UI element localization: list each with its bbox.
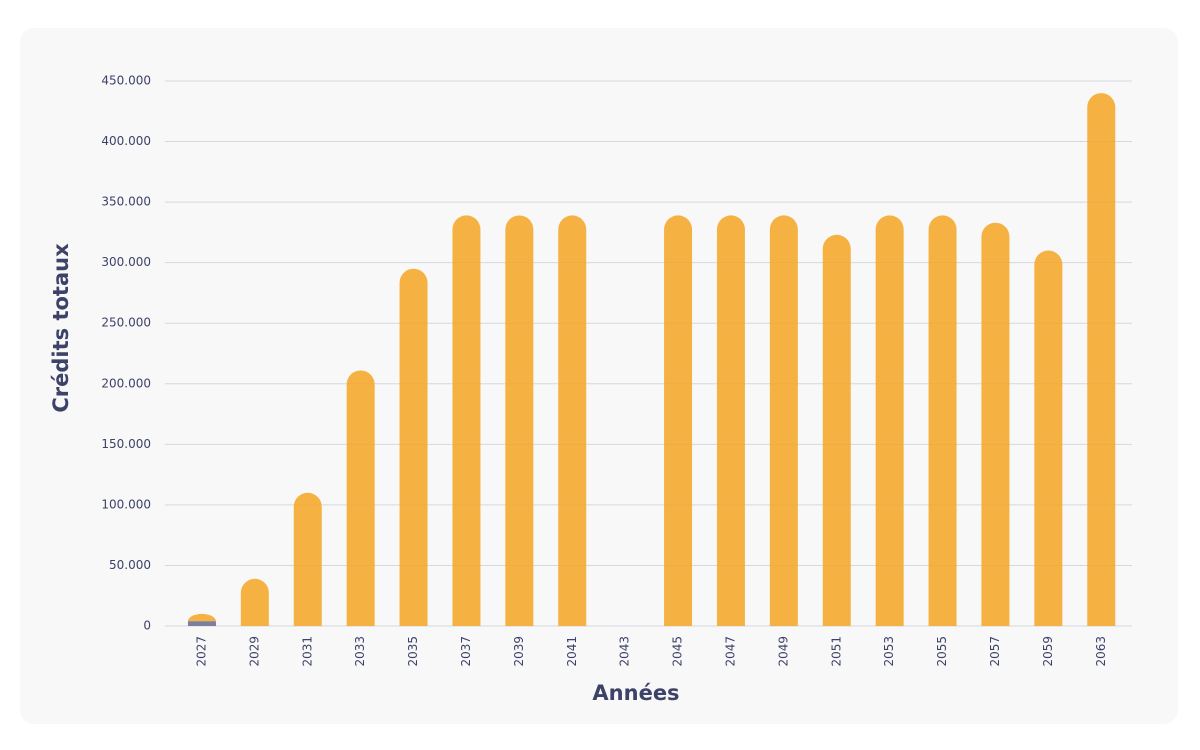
bar	[981, 222, 1010, 626]
bar	[399, 268, 428, 626]
y-tick-label: 0	[143, 619, 151, 633]
x-tick-label: 2029	[247, 636, 261, 667]
x-tick-label: 2047	[723, 636, 737, 667]
bar	[240, 578, 269, 626]
x-tick-label: 2049	[776, 636, 790, 667]
x-tick-label: 2057	[988, 636, 1002, 667]
bar	[452, 215, 481, 626]
y-tick-label: 200.000	[101, 376, 151, 390]
x-tick-label: 2045	[671, 636, 685, 667]
y-tick-label: 150.000	[101, 437, 151, 451]
x-tick-label: 2055	[935, 636, 949, 667]
bar	[822, 234, 851, 627]
x-tick-label: 2051	[829, 636, 843, 667]
bar	[716, 215, 745, 626]
bar	[505, 215, 534, 626]
y-axis-title: Crédits totaux	[49, 243, 73, 413]
x-axis-title: Années	[592, 681, 679, 705]
x-tick-label: 2059	[1041, 636, 1055, 667]
y-tick-label: 300.000	[101, 255, 151, 269]
bar	[187, 621, 216, 626]
bar	[1034, 250, 1063, 627]
x-tick-label: 2027	[194, 636, 208, 667]
x-tick-label: 2037	[459, 636, 473, 667]
y-tick-label: 400.000	[101, 134, 151, 148]
x-tick-label: 2063	[1094, 636, 1108, 667]
bar	[187, 613, 216, 622]
y-tick-label: 250.000	[101, 316, 151, 330]
y-tick-label: 50.000	[109, 558, 151, 572]
bar	[293, 492, 322, 626]
x-tick-label: 2041	[565, 636, 579, 667]
bar	[928, 215, 957, 626]
x-tick-label: 2039	[512, 636, 526, 667]
y-tick-label: 450.000	[101, 74, 151, 88]
x-tick-label: 2053	[882, 636, 896, 667]
y-tick-label: 350.000	[101, 195, 151, 209]
x-tick-label: 2033	[353, 636, 367, 667]
x-tick-label: 2043	[618, 636, 632, 667]
bar	[875, 215, 904, 626]
bar	[558, 215, 587, 626]
bar	[664, 215, 693, 626]
x-tick-label: 2035	[406, 636, 420, 667]
bar	[1087, 93, 1116, 627]
bar	[346, 370, 375, 626]
bar	[769, 215, 798, 626]
x-tick-label: 2031	[300, 636, 314, 667]
y-tick-label: 100.000	[101, 497, 151, 511]
